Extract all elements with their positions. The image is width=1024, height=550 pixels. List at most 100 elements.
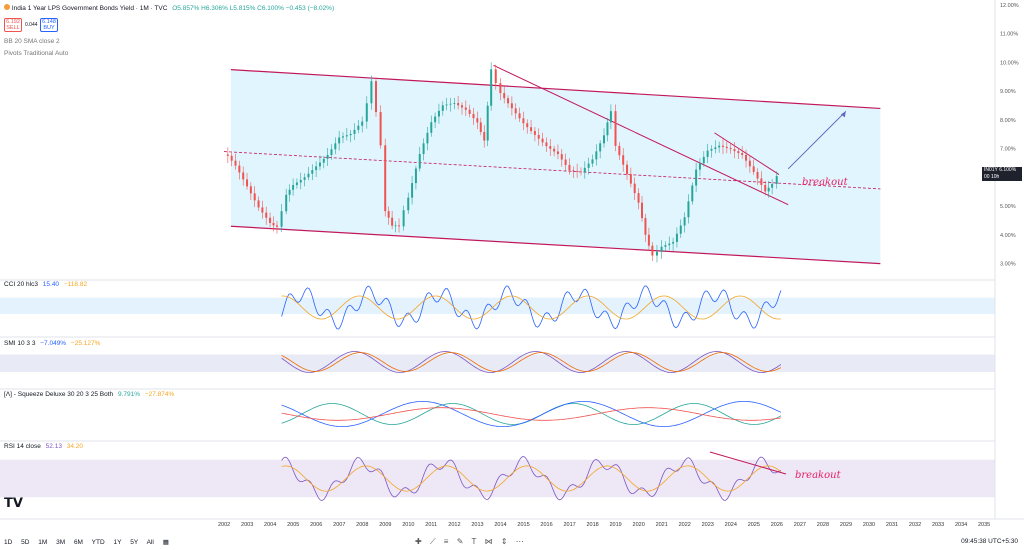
x-tick-label: 2006 (310, 522, 322, 528)
range-1d[interactable]: 1D (4, 539, 13, 546)
y-tick-label: 5.00% (1000, 204, 1016, 210)
candle-body (422, 143, 425, 155)
cci-value-2: −118.82 (63, 281, 88, 288)
candle-body (595, 151, 598, 160)
smi-pane[interactable] (0, 336, 995, 373)
candle-body (606, 122, 609, 136)
cci-label[interactable]: CCI 20 hlc3 (4, 281, 38, 288)
y-tick-label: 7.00% (1000, 147, 1016, 153)
candle-body (745, 154, 748, 161)
range-all[interactable]: All (146, 539, 154, 546)
candle-body (430, 122, 433, 133)
brush-icon[interactable]: ✎ (456, 537, 464, 546)
candle-body (490, 69, 493, 106)
range-toolbar: 1D 5D 1M 3M 6M YTD 1Y 5Y All ▦ (4, 538, 176, 546)
candle-body (295, 182, 298, 186)
cci-pane[interactable] (0, 279, 995, 330)
date-range-icon[interactable]: ▦ (162, 539, 169, 546)
more-icon[interactable]: ⋯ (515, 537, 524, 546)
smi-legend: SMI 10 3 3 −7.049% −25.127% (4, 340, 100, 347)
fib-icon[interactable]: ≡ (443, 537, 449, 546)
y-tick-label: 3.00% (1000, 262, 1016, 268)
x-tick-label: 2033 (932, 522, 944, 528)
candle-body (318, 162, 321, 167)
rsi-label[interactable]: RSI 14 close (4, 443, 41, 450)
rsi-pane-line-1 (281, 465, 782, 492)
candle-body (572, 170, 575, 172)
candle-body (664, 245, 667, 247)
buy-button[interactable]: 6.148 BUY (40, 18, 58, 32)
text-icon[interactable]: T (471, 537, 477, 546)
range-1y[interactable]: 1Y (113, 539, 122, 546)
x-tick-label: 2030 (863, 522, 875, 528)
candle-body (411, 183, 414, 198)
range-6m[interactable]: 6M (73, 539, 83, 546)
smi-label[interactable]: SMI 10 3 3 (4, 340, 36, 347)
rsi-pane-band (0, 459, 995, 498)
candle-body (526, 123, 529, 128)
y-tick-label: 8.00% (1000, 118, 1016, 124)
main-price-pane[interactable] (223, 62, 881, 265)
candle-body (265, 212, 268, 218)
candle-body (365, 103, 368, 122)
range-ytd[interactable]: YTD (91, 539, 105, 546)
sell-price: 6.192 (6, 19, 20, 25)
x-tick-label: 2032 (909, 522, 921, 528)
candle-body (361, 121, 364, 126)
candle-body (275, 225, 278, 227)
candle-body (599, 143, 602, 152)
drawing-toolbar: ✚ ⟋ ≡ ✎ T ⋈ ⇕ ⋯ (415, 537, 530, 547)
axes: 12.00%11.00%10.00%9.00%8.00%7.00%6.00%5.… (0, 0, 1024, 528)
sell-button[interactable]: 6.192 SELL (4, 18, 22, 32)
candle-body (391, 217, 394, 226)
candle-body (729, 148, 732, 150)
candle-body (564, 159, 567, 165)
price-badge-value: 6.100% (999, 167, 1017, 173)
rsi-pane[interactable] (0, 440, 995, 501)
ohlc-values: O5.857% H6.306% L5.815% C6.100% −0.453 (… (172, 5, 335, 12)
candle-body (641, 202, 643, 219)
range-1m[interactable]: 1M (38, 539, 48, 546)
range-3m[interactable]: 3M (56, 539, 66, 546)
chart-title[interactable]: India 1 Year LPS Government Bonds Yield … (11, 5, 168, 12)
y-tick-label: 4.00% (1000, 233, 1016, 239)
squeeze-legend: [Λ] - Squeeze Deluxe 30 20 3 25 Both 9.7… (4, 391, 174, 398)
candle-body (553, 148, 556, 152)
measure-icon[interactable]: ⇕ (500, 537, 508, 546)
candle-body (330, 149, 333, 156)
candle-body (246, 179, 249, 187)
channel-mid-line (223, 151, 881, 190)
x-tick-label: 2016 (540, 522, 552, 528)
x-tick-label: 2028 (817, 522, 829, 528)
candle-body (655, 251, 658, 256)
x-tick-label: 2034 (955, 522, 967, 528)
candle-body (576, 170, 579, 172)
pattern-icon[interactable]: ⋈ (484, 537, 493, 546)
candle-body (272, 222, 275, 226)
x-tick-label: 2026 (771, 522, 783, 528)
candle-body (249, 186, 252, 194)
cursor-icon[interactable]: ✚ (415, 537, 422, 546)
candle-body (402, 210, 405, 227)
range-5d[interactable]: 5D (21, 539, 30, 546)
candle-body (375, 81, 377, 113)
squeeze-pane[interactable] (0, 388, 995, 427)
candle-body (334, 143, 337, 150)
candle-body (338, 137, 341, 144)
indicator-bb[interactable]: BB 20 SMA close 2 (4, 38, 60, 45)
rsi-value: 52.13 (45, 443, 62, 450)
candle-body (345, 135, 348, 137)
squeeze-label[interactable]: [Λ] - Squeeze Deluxe 30 20 3 25 Both (4, 391, 114, 398)
trendline-icon[interactable]: ⟋ (429, 537, 436, 546)
breakout-annotation: breakout (802, 177, 848, 188)
indicator-pivots[interactable]: Pivots Traditional Auto (4, 50, 69, 57)
candle-body (714, 147, 717, 149)
candle-body (418, 154, 421, 169)
candle-body (426, 132, 429, 144)
candle-body (622, 155, 625, 165)
candle-body (292, 185, 295, 190)
candle-body (503, 93, 506, 99)
channel-lower-line (230, 225, 881, 265)
range-5y[interactable]: 5Y (130, 539, 139, 546)
